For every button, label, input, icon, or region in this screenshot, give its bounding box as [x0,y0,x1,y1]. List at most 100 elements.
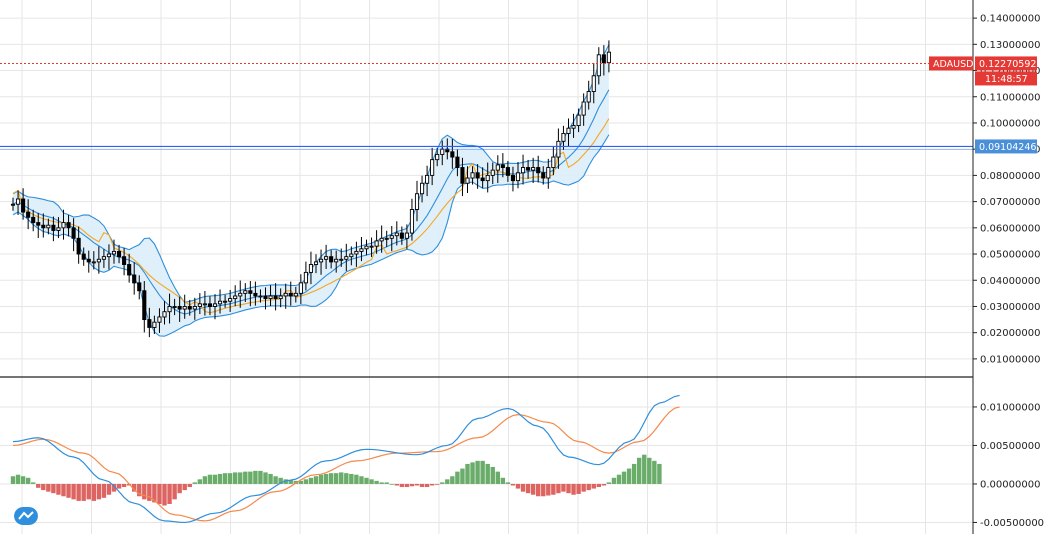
candle [61,209,66,240]
candle-body [354,250,359,255]
candle-body [142,290,147,321]
candle [36,212,41,239]
candle-body [485,174,490,182]
candle-body [536,167,541,174]
candle [536,155,541,183]
histogram-bar [475,460,480,484]
candle-body [61,222,66,229]
candle-body [490,169,495,176]
candle-body [197,303,202,307]
candle [344,243,349,272]
candle-body [379,237,384,242]
histogram-bar [374,480,379,484]
candle-body [495,164,500,171]
candle-body [374,240,379,247]
candle-body [566,127,571,134]
histogram-bar [586,483,591,491]
histogram-bar [480,460,485,484]
horizontal-lines[interactable] [0,62,973,150]
candle [96,246,101,274]
candle-body [510,174,516,182]
histogram-bar [41,483,46,491]
candle-body [521,167,526,174]
candle-body [202,303,207,306]
candle [21,188,26,220]
tradingview-logo-icon[interactable] [14,507,38,525]
candle-body [465,177,470,184]
histogram-bar [162,483,167,506]
candle-body [86,258,91,263]
histogram-bar [435,483,440,485]
candle [500,153,505,178]
histogram-bar [505,482,511,484]
candle-body [147,319,152,328]
candle [223,294,228,308]
candle [137,275,142,300]
candle [293,286,298,303]
candle-body [66,222,71,229]
candle [192,297,197,320]
histogram-bar [621,471,627,484]
histogram-bar [616,474,622,484]
histogram-bar [429,483,435,486]
histogram-bar [15,474,21,484]
histogram-bar [25,477,31,484]
candle-body [10,203,16,206]
candle [425,165,430,197]
candle [233,285,238,307]
histogram-bar [399,483,405,488]
histogram-bar [339,472,344,484]
histogram-bar [91,483,96,501]
histogram-bar [182,483,187,491]
histogram-bar [253,470,258,484]
candle-body [561,132,566,142]
candle-body [51,224,56,231]
histogram-bar [490,467,495,484]
histogram-bar [111,483,117,492]
histogram-bar [510,483,516,486]
candle [470,166,475,185]
macd-axis-tick-label: 0.00500000 [980,441,1040,452]
histogram-bar [626,468,632,484]
candle [339,248,344,267]
histogram-bar [177,483,182,494]
candle [581,93,586,126]
candle [212,294,218,320]
band-fill [13,44,609,337]
candle [127,253,132,283]
candle [91,251,96,270]
candle [106,244,111,270]
histogram-bar [152,483,157,503]
histogram-bar [222,473,228,484]
histogram-bar [576,483,581,494]
candle [122,248,127,276]
candle-body [324,256,329,260]
candle [505,160,510,182]
histogram-bar [157,483,162,504]
candle [313,254,319,274]
histogram-bar [116,483,122,489]
candle [41,213,46,238]
macd-axis-tick-label: -0.00500000 [980,518,1044,529]
candle-body [460,167,465,184]
candle [359,236,364,262]
candle-body [571,125,576,129]
candle-body [238,292,243,297]
candle [374,230,379,254]
grid [0,0,973,534]
candlesticks[interactable] [10,40,611,338]
candle-body [394,232,399,237]
candle [187,299,192,316]
histogram-bar [303,479,309,484]
candle [435,147,440,167]
candle-body [36,222,41,226]
candle [111,239,117,264]
histogram-bar [440,482,445,484]
histogram-bar [106,483,112,495]
candle-body [541,172,546,179]
candle [495,155,500,183]
histogram-bar [288,480,293,484]
candle-body [298,282,303,294]
histogram-bar [525,483,531,494]
